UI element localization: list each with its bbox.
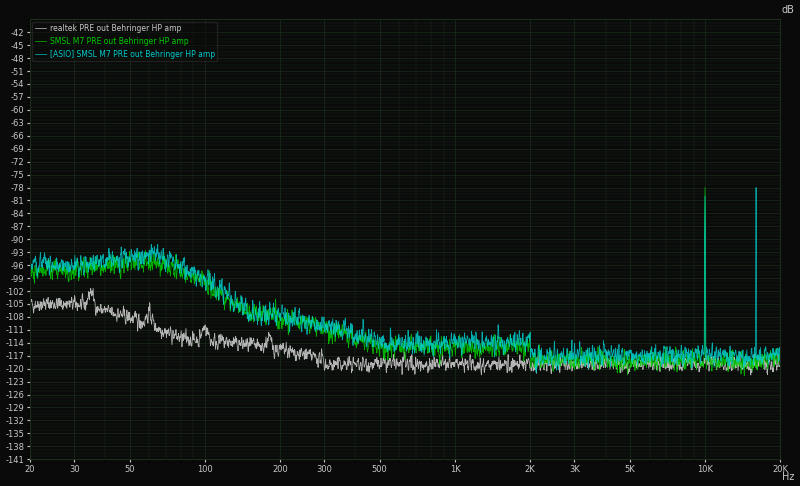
[ASIO] SMSL M7 PRE out Behringer HP amp bbox=[680, 344, 690, 350]
Text: Hz: Hz bbox=[782, 472, 794, 483]
[ASIO] SMSL M7 PRE out Behringer HP amp bbox=[313, 319, 322, 325]
realtek PRE out Behringer HP amp bbox=[111, 312, 121, 318]
realtek PRE out Behringer HP amp bbox=[314, 364, 323, 369]
SMSL M7 PRE out Behringer HP amp bbox=[346, 330, 355, 336]
realtek PRE out Behringer HP amp bbox=[156, 330, 166, 336]
SMSL M7 PRE out Behringer HP amp bbox=[762, 359, 771, 365]
[ASIO] SMSL M7 PRE out Behringer HP amp bbox=[531, 370, 541, 376]
realtek PRE out Behringer HP amp bbox=[762, 362, 771, 367]
realtek PRE out Behringer HP amp bbox=[86, 285, 95, 291]
Legend: realtek PRE out Behringer HP amp, SMSL M7 PRE out Behringer HP amp, [ASIO] SMSL : realtek PRE out Behringer HP amp, SMSL M… bbox=[33, 21, 218, 61]
SMSL M7 PRE out Behringer HP amp bbox=[775, 359, 785, 365]
[ASIO] SMSL M7 PRE out Behringer HP amp bbox=[751, 185, 761, 191]
Text: dB: dB bbox=[782, 5, 794, 15]
SMSL M7 PRE out Behringer HP amp bbox=[739, 373, 749, 379]
[ASIO] SMSL M7 PRE out Behringer HP amp bbox=[155, 254, 165, 260]
realtek PRE out Behringer HP amp bbox=[680, 357, 690, 363]
SMSL M7 PRE out Behringer HP amp bbox=[111, 262, 121, 268]
Line: [ASIO] SMSL M7 PRE out Behringer HP amp: [ASIO] SMSL M7 PRE out Behringer HP amp bbox=[30, 188, 780, 373]
SMSL M7 PRE out Behringer HP amp bbox=[700, 185, 710, 191]
SMSL M7 PRE out Behringer HP amp bbox=[155, 274, 165, 279]
[ASIO] SMSL M7 PRE out Behringer HP amp bbox=[26, 267, 35, 273]
[ASIO] SMSL M7 PRE out Behringer HP amp bbox=[762, 347, 771, 353]
SMSL M7 PRE out Behringer HP amp bbox=[680, 357, 690, 363]
SMSL M7 PRE out Behringer HP amp bbox=[313, 319, 322, 325]
SMSL M7 PRE out Behringer HP amp bbox=[26, 275, 35, 280]
realtek PRE out Behringer HP amp bbox=[26, 300, 35, 306]
[ASIO] SMSL M7 PRE out Behringer HP amp bbox=[111, 258, 121, 263]
realtek PRE out Behringer HP amp bbox=[346, 360, 355, 366]
Line: SMSL M7 PRE out Behringer HP amp: SMSL M7 PRE out Behringer HP amp bbox=[30, 188, 780, 376]
[ASIO] SMSL M7 PRE out Behringer HP amp bbox=[346, 326, 355, 331]
realtek PRE out Behringer HP amp bbox=[775, 361, 785, 367]
Line: realtek PRE out Behringer HP amp: realtek PRE out Behringer HP amp bbox=[30, 288, 780, 375]
realtek PRE out Behringer HP amp bbox=[746, 372, 756, 378]
[ASIO] SMSL M7 PRE out Behringer HP amp bbox=[775, 352, 785, 358]
